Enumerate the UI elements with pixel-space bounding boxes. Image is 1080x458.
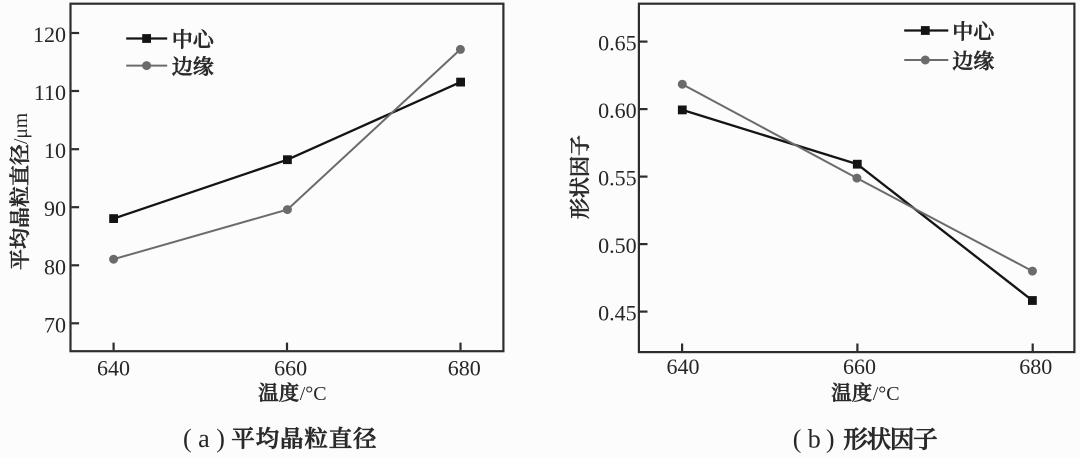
svg-text:640: 640 bbox=[667, 354, 700, 379]
svg-text:680: 680 bbox=[448, 356, 481, 381]
svg-text:120: 120 bbox=[33, 22, 66, 47]
svg-text:90: 90 bbox=[44, 196, 66, 221]
svg-text:0.50: 0.50 bbox=[598, 233, 637, 258]
svg-text:80: 80 bbox=[44, 254, 66, 279]
svg-text:0.65: 0.65 bbox=[598, 30, 637, 55]
svg-text:/μm: /μm bbox=[11, 113, 32, 144]
svg-text:): ) bbox=[826, 425, 835, 454]
svg-text:660: 660 bbox=[843, 354, 876, 379]
svg-text:/°C: /°C bbox=[300, 383, 327, 405]
svg-text:110: 110 bbox=[34, 80, 66, 105]
svg-text:(: ( bbox=[793, 425, 802, 454]
svg-text:0.45: 0.45 bbox=[598, 300, 637, 325]
svg-text:10: 10 bbox=[44, 138, 66, 163]
svg-text:680: 680 bbox=[1019, 354, 1052, 379]
svg-text:( a ): ( a ) bbox=[183, 424, 225, 453]
svg-text:640: 640 bbox=[97, 356, 130, 381]
svg-text:/°C: /°C bbox=[873, 383, 900, 405]
svg-text:b: b bbox=[808, 425, 821, 454]
svg-text:70: 70 bbox=[44, 312, 66, 337]
svg-text:0.60: 0.60 bbox=[598, 98, 637, 123]
svg-text:660: 660 bbox=[274, 356, 307, 381]
svg-text:0.55: 0.55 bbox=[598, 165, 637, 190]
